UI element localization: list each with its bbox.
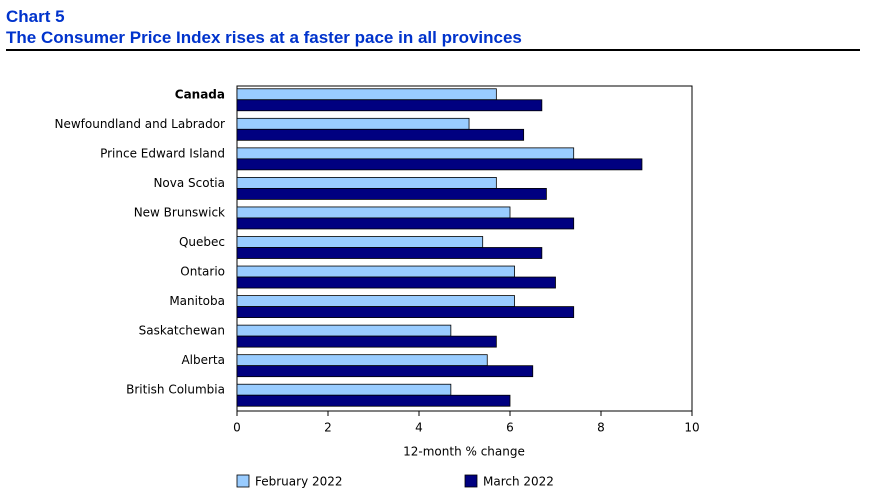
- legend-label: February 2022: [255, 475, 343, 489]
- y-tick-label: Quebec: [179, 235, 225, 249]
- bar: [236, 383, 452, 396]
- y-tick-label: Saskatchewan: [139, 324, 225, 338]
- y-tick-label: Ontario: [180, 265, 225, 279]
- bar: [236, 265, 515, 278]
- bar: [236, 177, 497, 189]
- x-tick-label: 4: [415, 421, 423, 435]
- bar: [236, 147, 575, 160]
- bar: [236, 394, 511, 407]
- y-tick-label: Prince Edward Island: [100, 146, 225, 160]
- bar: [236, 335, 497, 348]
- bar: [236, 88, 497, 101]
- bar: [236, 128, 525, 141]
- bar: [236, 236, 484, 248]
- y-tick-label: Canada: [175, 87, 225, 101]
- x-tick-label: 0: [233, 421, 241, 435]
- x-axis-title: 12-month % change: [403, 445, 525, 459]
- bar: [236, 324, 452, 337]
- bar: [236, 99, 543, 112]
- legend-swatch: [464, 474, 478, 488]
- y-tick-label: Newfoundland and Labrador: [54, 117, 225, 131]
- x-tick-label: 2: [324, 421, 332, 435]
- bar: [236, 158, 643, 171]
- x-tick-label: 8: [597, 421, 605, 435]
- bar: [236, 217, 575, 230]
- y-tick-label: Manitoba: [169, 294, 225, 308]
- chart-label: Chart 5: [6, 7, 65, 26]
- bar: [236, 247, 543, 259]
- bar: [236, 295, 515, 307]
- bar: [236, 117, 470, 130]
- bar: [236, 276, 556, 289]
- bar: [236, 365, 534, 378]
- bar: [236, 306, 575, 318]
- chart-title: The Consumer Price Index rises at a fast…: [6, 28, 522, 47]
- y-tick-label: New Brunswick: [134, 205, 225, 219]
- bar: [236, 206, 511, 219]
- bar: [236, 188, 547, 200]
- x-tick-label: 10: [684, 421, 699, 435]
- legend-swatch: [236, 474, 250, 488]
- legend-label: March 2022: [483, 475, 554, 489]
- y-tick-label: British Columbia: [126, 383, 225, 397]
- y-tick-label: Alberta: [181, 353, 225, 367]
- bar: [236, 354, 488, 367]
- y-tick-label: Nova Scotia: [153, 176, 225, 190]
- x-tick-label: 6: [506, 421, 514, 435]
